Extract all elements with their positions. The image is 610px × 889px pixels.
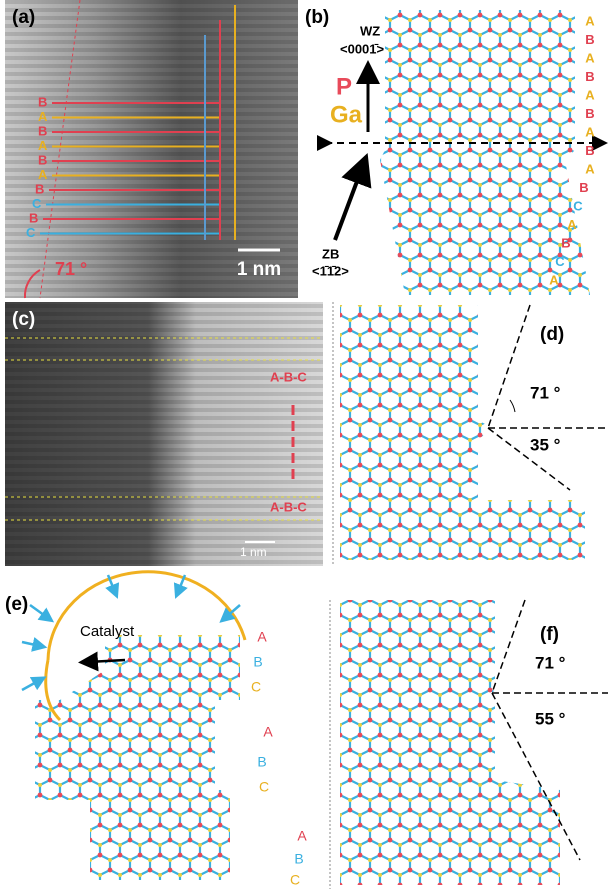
stacking-label: C (251, 679, 261, 695)
stacking-label: B (294, 851, 303, 867)
stacking-label: B (38, 123, 47, 138)
stacking-label: A (263, 724, 273, 740)
catalyst-label: Catalyst (80, 623, 135, 640)
wz-label: WZ (360, 23, 380, 38)
panel-label: (e) (5, 594, 28, 615)
stacking-label: C (290, 872, 300, 888)
scale-label: 1 nm (240, 545, 267, 559)
stacking-label: C (32, 196, 42, 211)
stacking-label: B (579, 180, 588, 195)
stacking-label: B (585, 143, 594, 158)
stacking-label: A (585, 13, 595, 28)
panel-label: (c) (12, 309, 35, 330)
stacking-label: A (585, 124, 595, 139)
stacking-label: B (257, 754, 266, 770)
sequence-label: A-B-C (270, 499, 307, 514)
stacking-label: A (585, 87, 595, 102)
stacking-label: A (257, 629, 267, 645)
panel-label: (d) (540, 324, 564, 345)
lattice (380, 10, 590, 295)
stacking-label: C (573, 198, 583, 213)
flux-arrow (30, 605, 48, 618)
page: {"a":{"label":"(a)","stacking":["B","A",… (0, 0, 610, 889)
stacking-label: A (585, 50, 595, 65)
stacking-label: B (561, 235, 570, 250)
zb-direction: <1̄1̄2> (312, 263, 349, 278)
panel-f: (f) 71 ° 55 ° (330, 600, 608, 889)
stacking-label: C (555, 254, 565, 269)
atom-ga: Ga (330, 101, 363, 128)
panel-b: (b) WZ <0001̄> P Ga ZB <1̄1̄2> ABABABABA… (305, 7, 600, 295)
stacking-label: B (38, 94, 47, 109)
lattice (35, 635, 240, 880)
stacking-label: B (585, 32, 594, 47)
stacking-label: B (253, 654, 262, 670)
stacking-label: C (26, 225, 36, 240)
figure: BABABABCBC (a) 71 ° 1 nm (b) WZ <0001̄> … (0, 0, 610, 889)
stacking-label: A (297, 828, 307, 844)
stacking-label: B (585, 69, 594, 84)
stacking-label: A (38, 167, 48, 182)
stacking-label: B (35, 181, 44, 196)
lattice (340, 600, 560, 885)
panel-d: (d) 71 ° 35 ° (333, 302, 605, 566)
flux-arrow (22, 680, 40, 690)
angle-label: 55 ° (535, 709, 566, 728)
atom-p: P (336, 73, 352, 100)
stacking-label: B (38, 152, 47, 167)
stacking-label: A (585, 161, 595, 176)
sequence-label: A-B-C (270, 369, 307, 384)
stacking-label: A (567, 217, 577, 232)
facet-line (492, 600, 525, 693)
scale-label: 1 nm (237, 259, 281, 280)
stacking-label: B (585, 106, 594, 121)
stacking-label: A (38, 138, 48, 153)
tem-fringes (5, 302, 323, 566)
angle-label: 35 ° (530, 435, 561, 454)
panel-c: (c) A-B-C A-B-C 1 nm (5, 302, 323, 566)
stacking-label: B (29, 210, 38, 225)
angle-label: 71 ° (535, 653, 566, 672)
zb-arrow (335, 168, 362, 240)
stacking-label: A (38, 109, 48, 124)
panel-label: (a) (12, 7, 35, 28)
panel-label: (f) (540, 624, 559, 645)
angle-arc (510, 400, 515, 412)
angle-label: 71 ° (530, 383, 561, 402)
stacking-label: C (259, 779, 269, 795)
tem-fringes (5, 0, 298, 298)
angle-label: 71 ° (55, 259, 87, 279)
zb-label: ZB (322, 246, 339, 261)
stacking-label: A (549, 272, 559, 287)
facet-line (488, 305, 530, 428)
flux-arrow (22, 642, 40, 646)
wz-direction: <0001̄> (340, 41, 385, 56)
panel-label: (b) (305, 7, 329, 28)
